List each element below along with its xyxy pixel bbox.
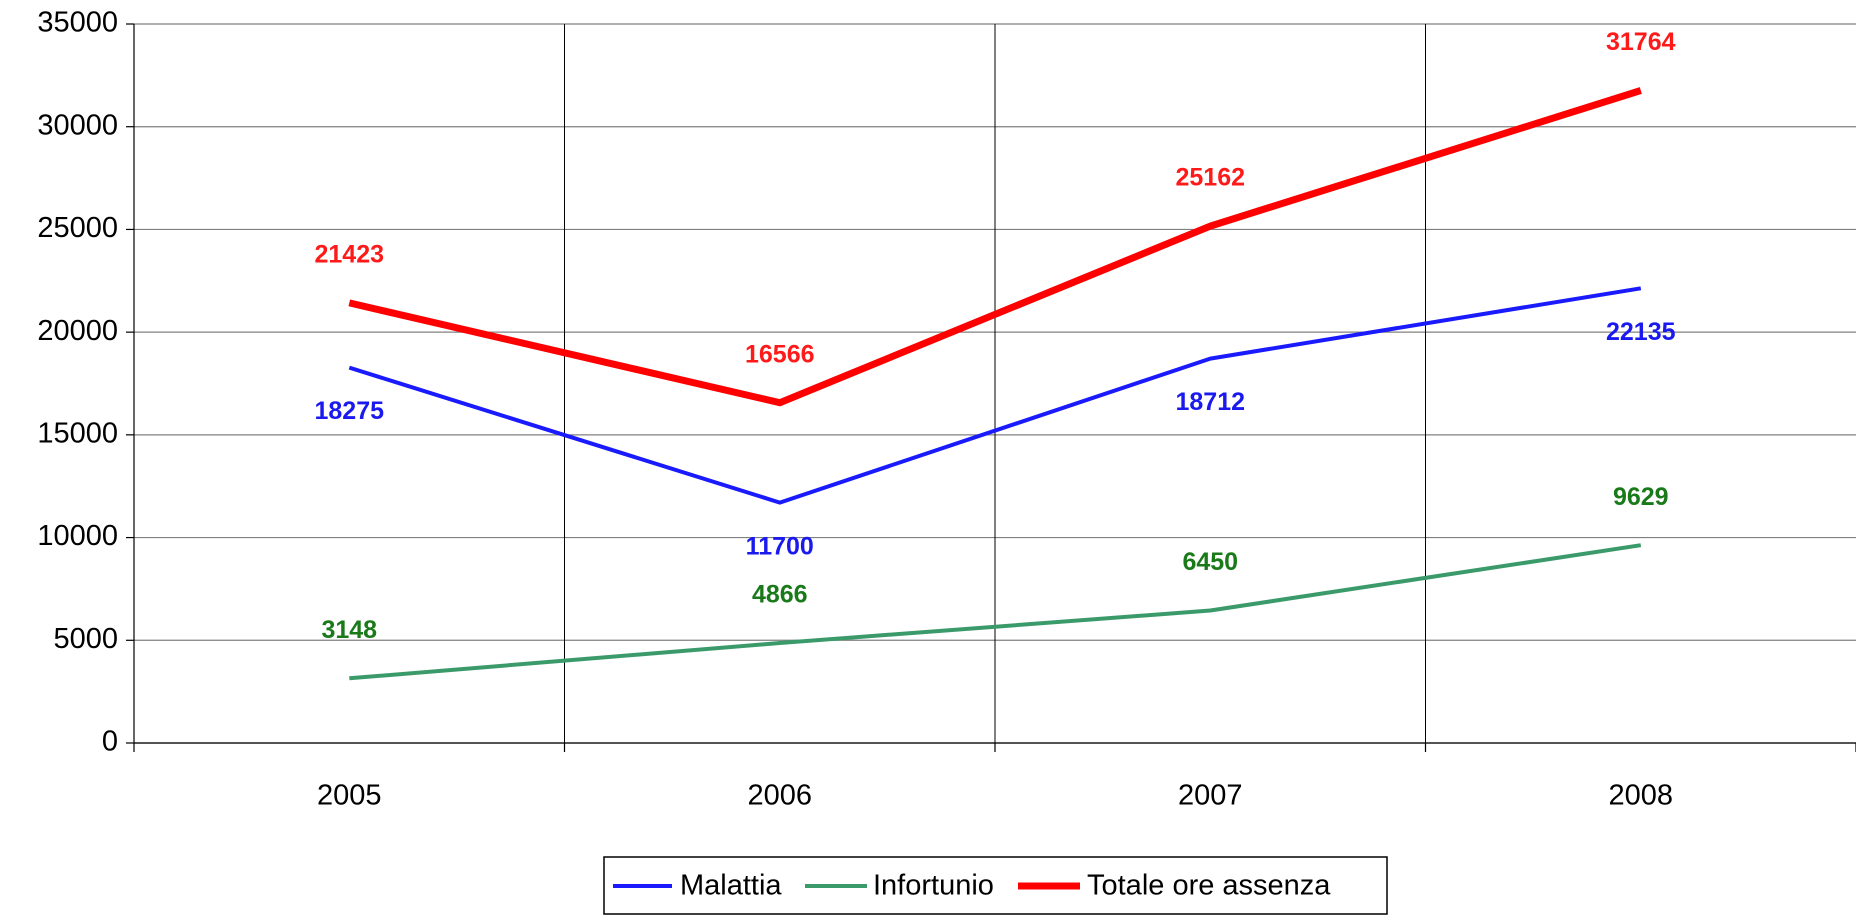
data-label: 31764	[1606, 28, 1676, 56]
data-label: 16566	[745, 340, 815, 368]
data-label: 11700	[746, 532, 814, 560]
data-label: 22135	[1606, 318, 1676, 346]
series-line	[348, 286, 1642, 505]
data-label: 25162	[1175, 164, 1245, 192]
x-tick-label: 2008	[1608, 780, 1673, 812]
y-tick-label: 10000	[37, 520, 118, 552]
legend-box	[603, 856, 1388, 915]
y-tick-label: 15000	[37, 418, 118, 450]
series-line	[348, 87, 1642, 407]
x-tick-label: 2006	[747, 780, 812, 812]
y-tick-label: 20000	[37, 315, 118, 347]
data-label: 18275	[314, 397, 384, 425]
y-tick-label: 35000	[37, 7, 118, 39]
y-tick-label: 5000	[53, 623, 118, 655]
data-label: 6450	[1182, 548, 1238, 576]
series-line	[349, 543, 1642, 681]
x-tick-label: 2007	[1178, 780, 1243, 812]
legend-label: Infortunio	[873, 870, 994, 902]
x-tick-label: 2005	[317, 780, 382, 812]
data-label: 4866	[752, 581, 808, 609]
legend-label: Malattia	[680, 870, 782, 902]
data-label: 9629	[1613, 483, 1669, 511]
data-label: 3148	[321, 616, 377, 644]
y-tick-label: 30000	[37, 109, 118, 141]
data-label: 21423	[314, 241, 384, 269]
legend-label: Totale ore assenza	[1087, 870, 1331, 902]
data-label: 18712	[1175, 388, 1245, 416]
y-tick-label: 25000	[37, 212, 118, 244]
y-tick-label: 0	[102, 726, 118, 758]
